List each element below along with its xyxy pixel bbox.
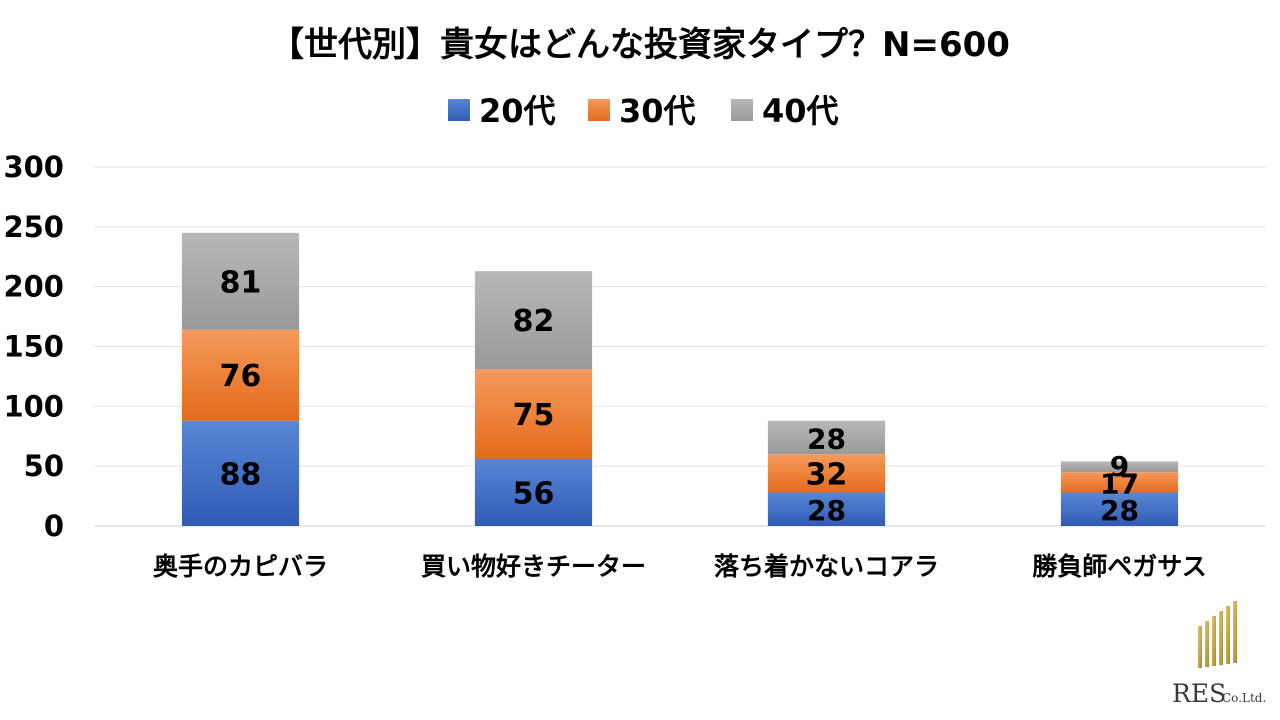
y-tick-label-150: 150 bbox=[3, 330, 64, 364]
data-label-1-2: 76 bbox=[220, 359, 262, 394]
legend-label-1: 20代 bbox=[479, 92, 556, 130]
legend-swatch-1 bbox=[448, 99, 470, 121]
data-label-1-1: 88 bbox=[220, 457, 262, 492]
bar-segment-4-3 bbox=[1060, 461, 1179, 473]
res-logo: RES Co.Ltd. bbox=[1172, 601, 1266, 708]
bar-segment-4-2 bbox=[1060, 472, 1179, 493]
logo-stripe bbox=[1219, 611, 1223, 665]
legend-swatch-2 bbox=[588, 99, 610, 121]
bar-segment-3-1 bbox=[767, 492, 886, 526]
logo-stripe bbox=[1226, 606, 1230, 664]
logo-stripe bbox=[1198, 626, 1202, 668]
logo-stripe bbox=[1212, 616, 1216, 666]
x-axis: 奥手のカピバラ 買い物好きチーター 落ち着かないコアラ 勝負師ペガサス bbox=[153, 552, 1207, 581]
logo-main-text: RES bbox=[1172, 679, 1226, 708]
y-tick-label-100: 100 bbox=[3, 389, 64, 423]
data-label-3-2: 32 bbox=[806, 457, 848, 492]
bars bbox=[181, 232, 1179, 526]
logo-stripe bbox=[1205, 621, 1209, 667]
x-tick-label-3: 落ち着かないコアラ bbox=[714, 552, 939, 581]
legend-swatch-3 bbox=[731, 99, 753, 121]
bar-segment-2-3 bbox=[474, 271, 593, 370]
x-tick-label-2: 買い物好きチーター bbox=[421, 552, 646, 581]
bar-segment-4-1 bbox=[1060, 492, 1179, 526]
x-tick-label-1: 奥手のカピバラ bbox=[153, 552, 328, 581]
y-axis: 0 50 100 150 200 250 300 bbox=[3, 150, 64, 543]
legend-label-2: 30代 bbox=[619, 92, 696, 130]
data-label-2-3: 82 bbox=[513, 304, 555, 339]
bar-segment-1-1 bbox=[181, 420, 300, 526]
data-label-2-2: 75 bbox=[513, 398, 555, 433]
y-tick-label-200: 200 bbox=[3, 270, 64, 304]
data-label-3-3: 28 bbox=[807, 422, 846, 455]
logo-stripes-icon bbox=[1198, 601, 1237, 668]
bar-segment-1-3 bbox=[181, 232, 300, 330]
bar-segment-3-2 bbox=[767, 454, 886, 493]
data-label-2-1: 56 bbox=[513, 476, 555, 511]
logo-stripe bbox=[1233, 601, 1237, 663]
data-label-4-2: 17 bbox=[1100, 467, 1139, 500]
y-tick-label-300: 300 bbox=[3, 150, 64, 184]
bar-segment-3-3 bbox=[767, 420, 886, 455]
chart-title: 【世代別】貴女はどんな投資家タイプ？N=600 bbox=[270, 25, 1010, 65]
legend: 20代 30代 40代 bbox=[448, 92, 839, 130]
data-label-1-3: 81 bbox=[220, 265, 262, 300]
logo-sub-text: Co.Ltd. bbox=[1222, 691, 1266, 705]
data-label-4-3: 9 bbox=[1110, 450, 1129, 483]
y-tick-label-0: 0 bbox=[44, 509, 64, 543]
data-label-3-1: 28 bbox=[807, 494, 846, 527]
legend-label-3: 40代 bbox=[762, 92, 839, 130]
bar-segment-2-1 bbox=[474, 458, 593, 526]
y-tick-label-250: 250 bbox=[3, 210, 64, 244]
bar-segment-2-2 bbox=[474, 369, 593, 459]
y-tick-label-50: 50 bbox=[24, 449, 64, 483]
bar-segment-1-2 bbox=[181, 329, 300, 421]
x-tick-label-4: 勝負師ペガサス bbox=[1032, 552, 1207, 581]
data-label-4-1: 28 bbox=[1100, 494, 1139, 527]
